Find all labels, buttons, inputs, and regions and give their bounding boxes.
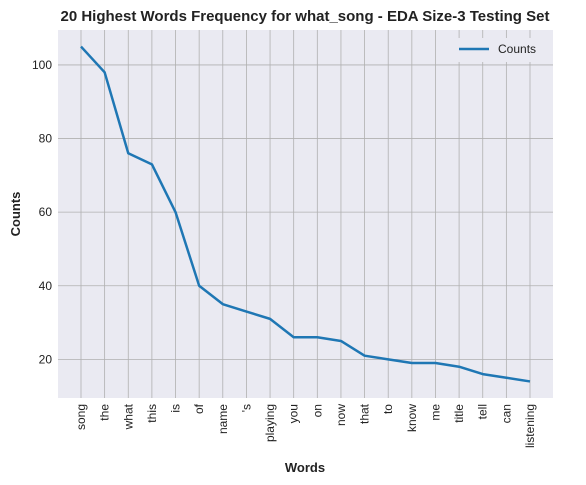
- y-tick-label: 80: [39, 132, 53, 146]
- x-tick-label: song: [74, 404, 88, 430]
- x-tick-label: tell: [476, 404, 490, 419]
- x-tick-label: this: [145, 404, 159, 423]
- chart-title: 20 Highest Words Frequency for what_song…: [61, 8, 550, 25]
- y-tick-label: 100: [32, 58, 52, 72]
- x-tick-label: what: [121, 403, 135, 430]
- x-tick-label: listening: [523, 404, 537, 448]
- y-tick-label: 40: [39, 279, 53, 293]
- x-tick-label: now: [334, 404, 348, 426]
- y-tick-label: 20: [39, 352, 53, 366]
- x-tick-label: on: [310, 404, 324, 417]
- series-layer: [80, 45, 531, 383]
- x-tick-label: know: [405, 404, 419, 432]
- x-axis-label: Words: [285, 460, 325, 475]
- x-tick-label: of: [192, 403, 206, 414]
- legend: Counts: [452, 38, 546, 62]
- plot-area: [58, 30, 553, 398]
- x-tick-label: can: [499, 404, 513, 423]
- x-tick-label: 's: [239, 404, 253, 412]
- x-tick-label: title: [452, 404, 466, 423]
- y-axis-ticks: 20 40 60 80 100: [32, 58, 52, 366]
- x-tick-label: me: [428, 404, 442, 421]
- x-tick-label: to: [381, 404, 395, 414]
- grid-lines: [58, 30, 553, 398]
- x-axis-ticks: song the what this is of name 's playing you on now…: [74, 403, 537, 448]
- series-line-0: [80, 45, 531, 383]
- x-tick-label: that: [358, 403, 372, 424]
- x-tick-label: is: [169, 404, 183, 413]
- x-tick-label: you: [287, 404, 301, 423]
- x-tick-label: playing: [263, 404, 277, 442]
- legend-label: Counts: [498, 42, 536, 56]
- x-tick-label: the: [98, 404, 112, 421]
- x-tick-label: name: [216, 404, 230, 434]
- y-tick-label: 60: [39, 205, 53, 219]
- y-axis-label: Counts: [8, 192, 23, 237]
